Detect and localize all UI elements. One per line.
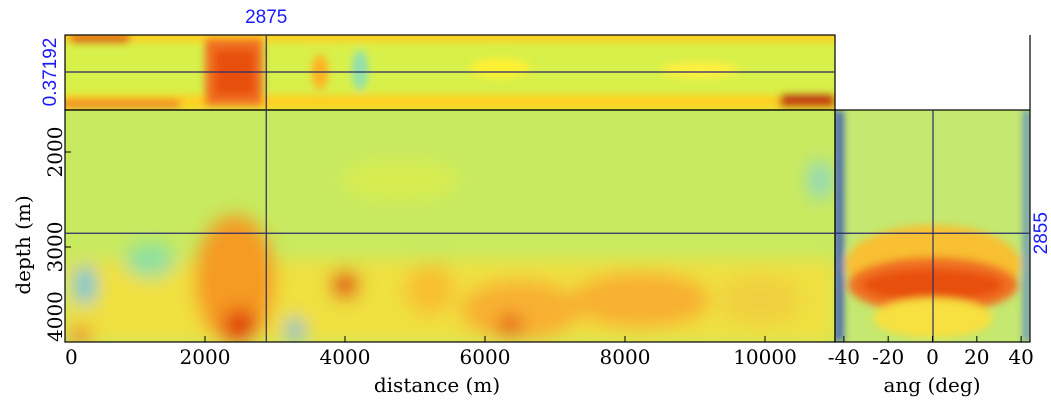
y-tick-label: 4000: [43, 291, 67, 342]
y-tick-label: 3000: [43, 222, 67, 273]
x-tick-label: 20: [964, 345, 989, 369]
x-tick-label: 0: [65, 345, 78, 369]
top-panel-image: [65, 35, 835, 110]
x-tick-label: -20: [872, 345, 904, 369]
x-tick-label: 2000: [180, 345, 231, 369]
y-axis-label: depth (m): [11, 195, 35, 294]
x-tick-label: 8000: [600, 345, 651, 369]
top-panel-label: 0.37192: [40, 38, 61, 107]
main-panel-image: [65, 110, 835, 342]
y-tick-label: 2000: [43, 127, 67, 178]
x-axis-label: ang (deg): [883, 373, 980, 397]
x-tick-label: 6000: [460, 345, 511, 369]
crosshair-y-label: 2855: [1031, 212, 1051, 254]
x-tick-label: -40: [828, 345, 860, 369]
x-axis-label: distance (m): [374, 373, 500, 397]
x-tick-label: 10000: [733, 345, 797, 369]
x-tick-label: 4000: [320, 345, 371, 369]
crosshair-x-label: 2875: [245, 7, 287, 28]
x-tick-label: 40: [1008, 345, 1033, 369]
x-tick-label: 0: [926, 345, 939, 369]
